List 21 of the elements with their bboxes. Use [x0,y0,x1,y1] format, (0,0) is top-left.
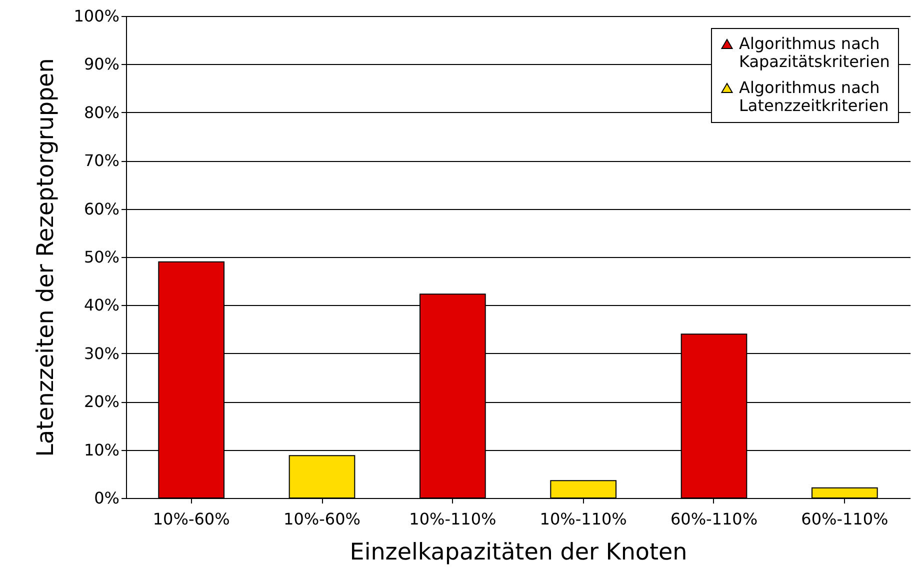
x-tick-label: 10%-110% [409,510,496,528]
x-tick-label: 60%-110% [801,510,888,528]
x-tick-label: 60%-110% [670,510,758,528]
y-tick-label: 0% [94,488,120,508]
y-tick-label: 30% [84,344,120,363]
x-tick-label: 10%-110% [540,510,627,528]
y-tick-label: 90% [84,54,120,74]
y-tick-label: 10% [84,440,120,460]
legend-label: Algorithmus nach Kapazitätskriterien [739,34,890,71]
y-tick-label: 40% [84,296,120,315]
y-tick-label: 60% [84,199,120,218]
x-axis-title: Einzelkapazitäten der Knoten [350,540,688,566]
y-tick-label: 70% [84,151,120,170]
legend-label: Algorithmus nach Latenzzeitkriterien [739,78,889,115]
y-tick-label: 20% [84,392,120,412]
y-axis-title: Latenzzeiten der Rezeptorgruppen [32,58,59,457]
y-tick-label: 50% [84,248,120,266]
x-tick-label: 10%-60% [284,510,360,528]
y-tick-label: 80% [84,102,120,122]
x-tick-label: 10%-60% [152,510,230,528]
y-tick-label: 100% [74,6,120,26]
